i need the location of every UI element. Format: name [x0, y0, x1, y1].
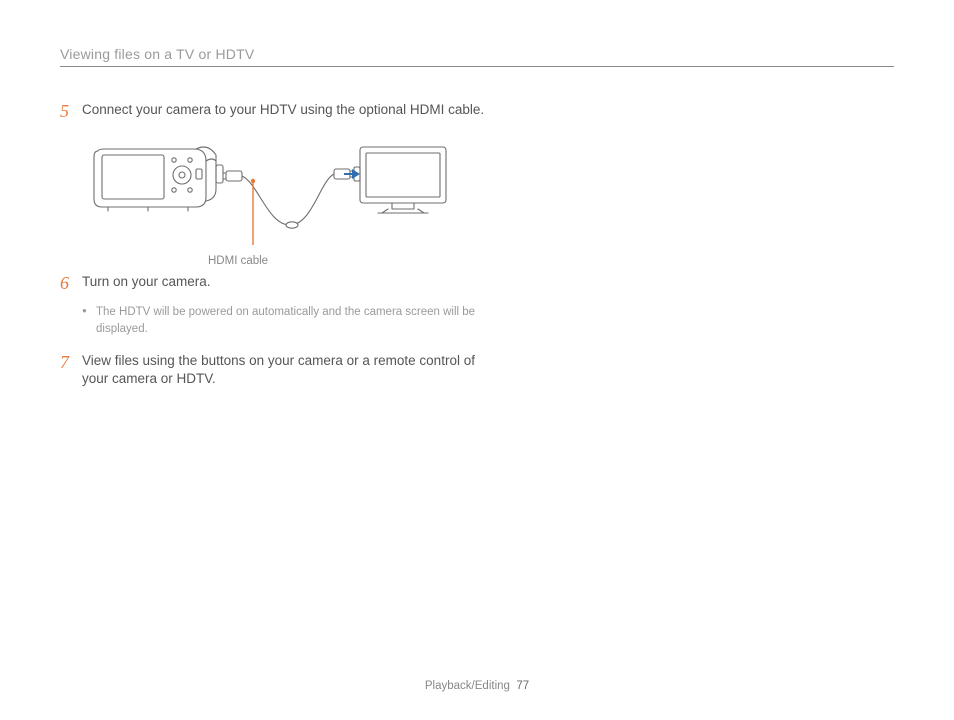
bullet-dot-icon: ●	[82, 304, 96, 318]
diagram-label: HDMI cable	[208, 255, 458, 267]
page-header-title: Viewing files on a TV or HDTV	[60, 46, 894, 66]
step-number: 5	[60, 101, 82, 123]
step-6: 6 Turn on your camera.	[60, 273, 490, 295]
content-column: 5 Connect your camera to your HDTV using…	[60, 101, 490, 388]
bullet-text: The HDTV will be powered on automaticall…	[96, 304, 490, 337]
page-footer: Playback/Editing 77	[0, 680, 954, 692]
header-rule	[60, 66, 894, 67]
camera-icon	[94, 147, 223, 211]
arrow-icon	[344, 169, 360, 179]
hdtv-icon	[354, 147, 446, 213]
step-7: 7 View files using the buttons on your c…	[60, 352, 490, 388]
step-6-bullet: ● The HDTV will be powered on automatica…	[82, 304, 490, 337]
step-number: 7	[60, 352, 82, 374]
footer-page-number: 77	[516, 680, 529, 692]
step-text: Turn on your camera.	[82, 273, 490, 291]
hdmi-cable-icon	[223, 169, 354, 228]
step-5: 5 Connect your camera to your HDTV using…	[60, 101, 490, 123]
connection-diagram: HDMI cable	[78, 133, 458, 267]
step-number: 6	[60, 273, 82, 295]
step-text: View files using the buttons on your cam…	[82, 352, 490, 388]
step-text: Connect your camera to your HDTV using t…	[82, 101, 490, 119]
camera-hdtv-svg	[78, 133, 458, 253]
footer-section: Playback/Editing	[425, 680, 510, 692]
page: Viewing files on a TV or HDTV 5 Connect …	[0, 0, 954, 720]
